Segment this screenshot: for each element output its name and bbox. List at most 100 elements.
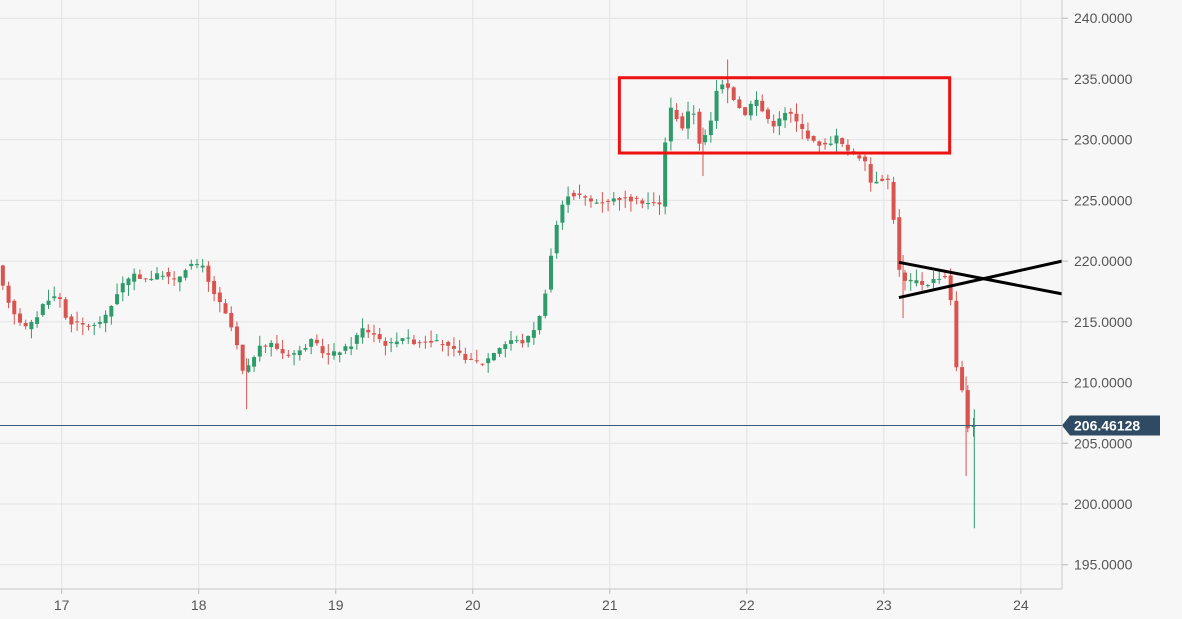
candle-up (691, 113, 696, 115)
candle-down (263, 345, 268, 347)
candle-up (109, 305, 114, 317)
candle-up (292, 353, 297, 355)
candle-down (417, 342, 422, 344)
candle-down (880, 178, 885, 181)
x-tick-label: 19 (328, 597, 344, 613)
candle-down (840, 138, 845, 144)
candle-down (868, 164, 873, 183)
candle-up (703, 135, 708, 143)
y-tick-label: 200.0000 (1074, 496, 1133, 512)
candle-up (908, 279, 913, 282)
candle-down (954, 300, 959, 368)
candle-up (754, 99, 759, 106)
candle-down (229, 312, 234, 328)
candle-down (326, 353, 331, 355)
candle-down (965, 390, 970, 429)
candle-down (600, 202, 605, 204)
candle-up (611, 198, 616, 202)
candle-down (857, 155, 862, 159)
candle-up (257, 345, 262, 357)
candle-up (52, 296, 57, 299)
candle-down (320, 346, 325, 354)
candle-down (143, 278, 148, 280)
current-price-marker: 206.46128 (0, 415, 1160, 436)
candle-down (6, 285, 11, 303)
candle-down (680, 116, 685, 129)
candle-down (823, 142, 828, 145)
candle-down (223, 303, 228, 314)
candle-down (234, 326, 239, 346)
y-tick-label: 215.0000 (1074, 314, 1133, 330)
candle-down (451, 345, 456, 349)
candle-up (686, 111, 691, 129)
candle-down (57, 297, 62, 300)
candle-up (663, 142, 668, 207)
candle-up (35, 317, 40, 324)
y-tick-label: 230.0000 (1074, 132, 1133, 148)
candle-down (429, 340, 434, 343)
candle-down (651, 202, 656, 204)
x-tick-label: 22 (739, 597, 755, 613)
candle-up (177, 276, 182, 283)
candle-down (69, 316, 74, 325)
candle-up (120, 283, 125, 293)
y-tick-label: 235.0000 (1074, 71, 1133, 87)
candle-down (948, 275, 953, 301)
candle-down (274, 343, 279, 349)
candle-down (63, 299, 68, 318)
candle-down (657, 202, 662, 205)
candle-up (514, 340, 519, 342)
candle-up (708, 120, 713, 136)
candle-down (520, 340, 525, 344)
candle-up (668, 107, 673, 142)
candle-down (634, 197, 639, 199)
candle-down (588, 198, 593, 202)
candle-up (132, 273, 137, 282)
candle-down (891, 181, 896, 220)
candle-down (12, 300, 17, 315)
y-tick-label: 205.0000 (1074, 435, 1133, 451)
candle-up (394, 341, 399, 345)
candle-down (697, 111, 702, 144)
candle-up (97, 322, 102, 324)
candle-down (771, 120, 776, 127)
candle-down (137, 274, 142, 279)
annotations (617, 76, 1063, 299)
y-tick-label: 225.0000 (1074, 192, 1133, 208)
x-tick-label: 17 (54, 597, 70, 613)
candle-down (902, 272, 907, 281)
candle-up (303, 348, 308, 350)
grid (0, 0, 1062, 589)
candle-up (349, 346, 354, 349)
candles (0, 59, 976, 529)
candle-down (800, 123, 805, 129)
candle-down (577, 193, 582, 195)
candle-down (80, 322, 85, 325)
candle-down (794, 113, 799, 122)
candle-up (560, 204, 565, 223)
candle-up (497, 348, 502, 354)
candle-down (240, 344, 245, 371)
candle-down (606, 200, 611, 202)
candle-down (217, 292, 222, 303)
candle-up (309, 339, 314, 347)
candle-down (674, 109, 679, 119)
candle-down (743, 107, 748, 116)
candle-up (566, 196, 571, 205)
candle-down (942, 276, 947, 278)
x-tick-label: 24 (1013, 597, 1029, 613)
candle-down (760, 100, 765, 112)
candle-up (337, 352, 342, 355)
candle-up (720, 84, 725, 90)
candle-up (343, 346, 348, 351)
y-tick-label: 220.0000 (1074, 253, 1133, 269)
candle-down (280, 349, 285, 354)
candle-up (874, 181, 879, 184)
candle-down (371, 333, 376, 335)
candle-down (737, 99, 742, 109)
candle-up (486, 358, 491, 364)
candle-down (0, 265, 5, 286)
candle-down (206, 265, 211, 282)
